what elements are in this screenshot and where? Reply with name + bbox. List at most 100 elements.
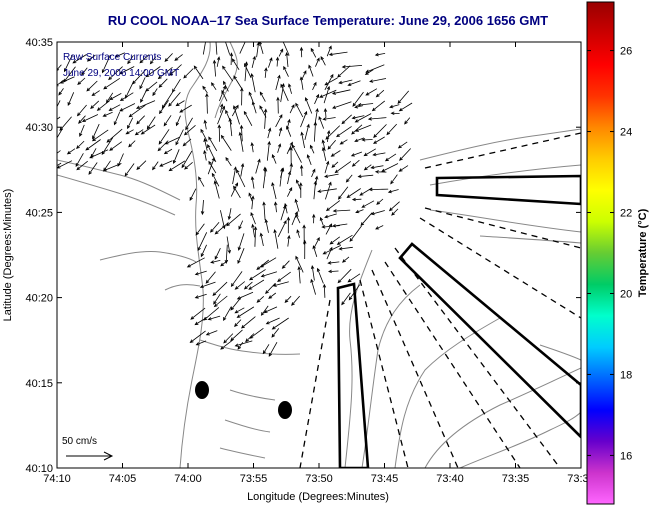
- current-arrow: [291, 211, 298, 226]
- current-arrow: [248, 91, 254, 102]
- current-arrow: [250, 211, 256, 225]
- current-arrow: [306, 154, 312, 166]
- current-arrow: [369, 78, 387, 83]
- current-arrow: [76, 104, 87, 117]
- current-arrow: [64, 54, 73, 73]
- current-arrow: [368, 187, 389, 192]
- current-arrow: [190, 307, 206, 320]
- current-arrow: [103, 77, 121, 90]
- current-arrow: [183, 68, 194, 79]
- current-arrow: [277, 271, 291, 282]
- current-arrow: [236, 291, 254, 300]
- current-arrow: [152, 161, 159, 171]
- current-arrow: [304, 97, 313, 114]
- current-arrow: [109, 93, 122, 101]
- current-arrow: [365, 64, 385, 73]
- current-arrow: [125, 129, 134, 135]
- current-arrow: [370, 165, 384, 170]
- current-arrow: [66, 148, 76, 155]
- current-arrow: [313, 121, 318, 142]
- current-arrow: [220, 134, 232, 151]
- current-arrow: [251, 223, 255, 238]
- current-arrow: [316, 267, 324, 284]
- current-arrow: [314, 93, 320, 105]
- current-arrow: [271, 317, 289, 330]
- current-arrow: [263, 306, 278, 313]
- map-title: RU COOL NOAA–17 Sea Surface Temperature:…: [108, 13, 548, 28]
- current-arrow: [215, 42, 218, 55]
- current-arrow: [341, 114, 352, 125]
- current-arrow: [243, 281, 253, 290]
- current-arrow: [398, 165, 409, 172]
- inset-timestamp: June 29, 2006 14:00 GMT: [63, 68, 179, 79]
- current-arrow: [119, 92, 134, 101]
- current-arrow: [299, 182, 303, 198]
- current-arrow: [158, 78, 168, 88]
- current-arrow: [224, 244, 229, 264]
- current-arrow: [326, 246, 333, 260]
- current-arrow: [249, 327, 264, 339]
- current-arrow: [273, 201, 278, 213]
- current-arrow: [234, 319, 242, 327]
- current-arrow: [365, 88, 378, 96]
- current-arrow: [245, 333, 255, 343]
- current-arrow: [186, 257, 205, 268]
- current-arrow: [202, 42, 206, 55]
- current-arrow: [240, 87, 244, 106]
- current-arrow: [157, 66, 173, 80]
- current-arrow: [213, 180, 220, 199]
- current-arrow: [140, 124, 156, 135]
- current-arrow: [324, 160, 330, 174]
- current-arrow: [323, 107, 328, 118]
- current-arrow: [164, 136, 180, 145]
- current-arrow: [287, 234, 291, 247]
- current-arrow: [234, 340, 253, 347]
- current-arrow: [295, 102, 304, 118]
- current-arrow: [59, 116, 72, 132]
- current-arrow: [168, 92, 181, 107]
- current-arrow: [194, 270, 207, 276]
- current-arrow: [301, 70, 307, 80]
- current-arrow: [282, 42, 290, 56]
- current-arrow: [273, 228, 279, 249]
- colorbar-tick-label: 20: [620, 288, 632, 300]
- current-arrow: [237, 341, 244, 350]
- current-arrow: [288, 83, 292, 94]
- current-arrow: [205, 330, 218, 336]
- current-arrow: [76, 160, 88, 171]
- current-arrow: [89, 149, 109, 159]
- current-arrow: [328, 269, 339, 274]
- current-arrow: [262, 201, 266, 221]
- current-arrow: [320, 55, 326, 66]
- current-arrow: [239, 42, 246, 54]
- current-arrow: [228, 117, 233, 137]
- current-arrow: [281, 260, 290, 269]
- current-arrow: [175, 115, 181, 127]
- current-arrow: [102, 111, 113, 117]
- current-arrow: [226, 213, 241, 227]
- colorbar-label: Temperature (°C): [637, 208, 649, 297]
- current-arrow: [350, 151, 363, 157]
- current-arrow: [271, 328, 280, 338]
- current-arrow: [90, 100, 100, 110]
- current-arrow: [181, 150, 193, 169]
- current-arrow: [309, 144, 315, 154]
- current-arrow: [250, 141, 254, 153]
- current-arrow: [271, 181, 277, 200]
- current-arrow: [208, 136, 218, 152]
- current-arrow: [341, 256, 350, 263]
- current-arrow: [189, 188, 197, 202]
- current-arrow: [198, 176, 205, 187]
- current-arrow: [210, 260, 221, 264]
- current-arrow: [236, 306, 255, 318]
- current-arrow: [351, 115, 365, 120]
- current-arrow: [331, 161, 339, 168]
- current-arrow: [322, 283, 327, 298]
- current-arrow: [158, 129, 170, 145]
- current-arrow: [279, 167, 284, 187]
- current-arrow: [212, 59, 217, 77]
- current-arrow: [267, 127, 272, 139]
- plot-area: [57, 42, 581, 468]
- y-axis-label: Latitude (Degrees:Minutes): [2, 189, 14, 322]
- current-arrow: [263, 108, 268, 129]
